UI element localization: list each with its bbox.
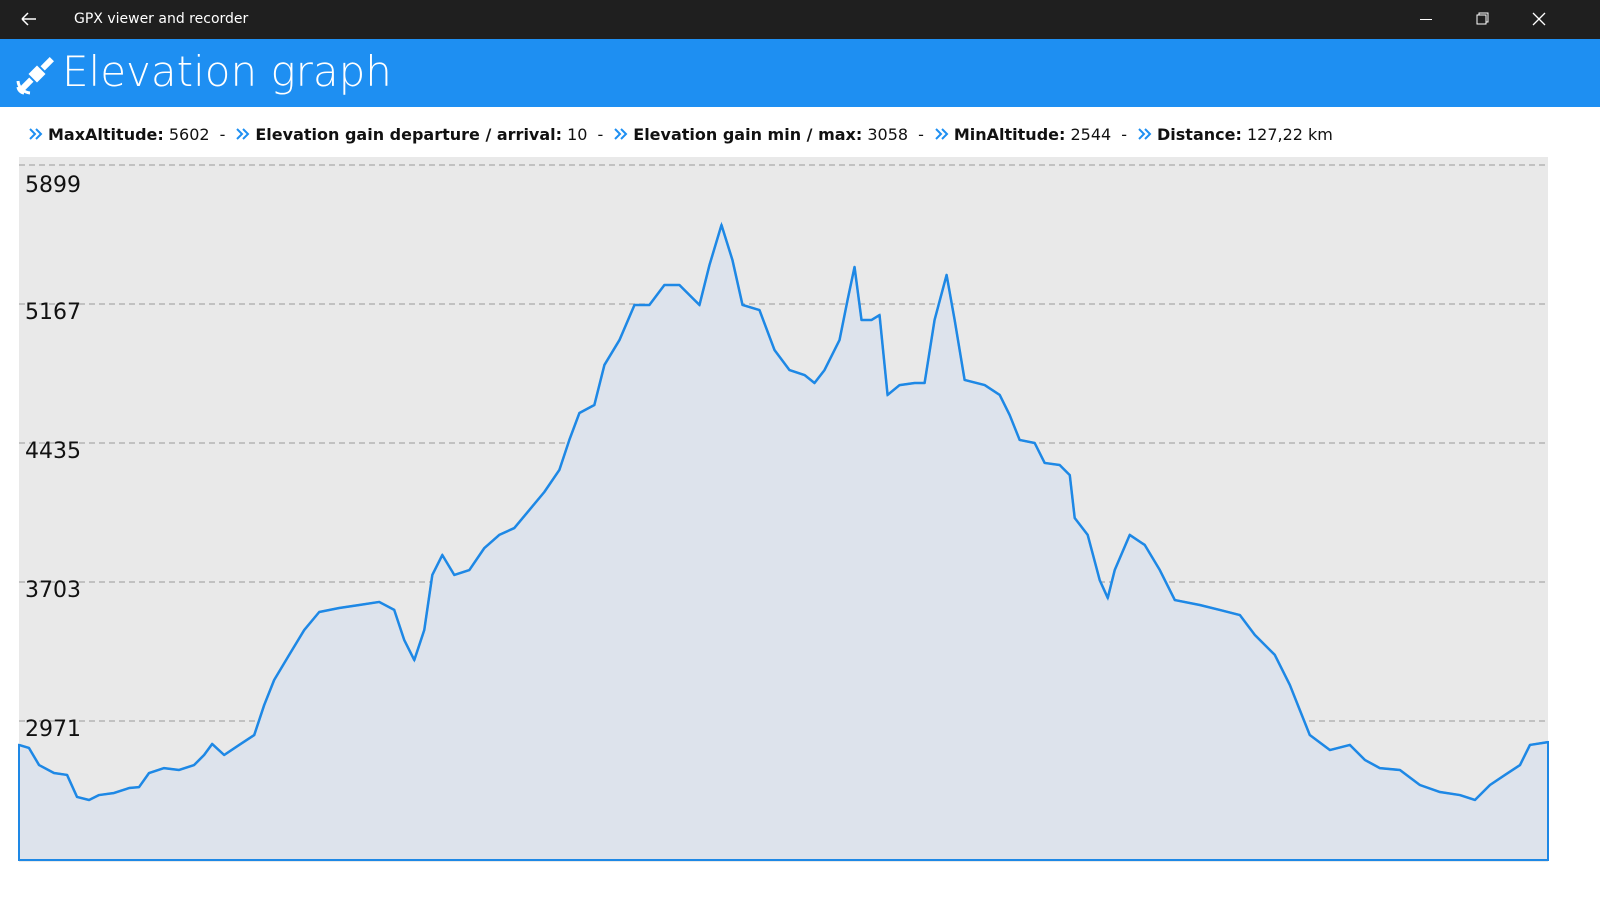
page-header: Elevation graph [0, 39, 1600, 107]
stat-label: MaxAltitude: [48, 125, 164, 144]
stat-item: Elevation gain departure / arrival: 10 [235, 125, 587, 144]
chevron [614, 128, 628, 140]
separator: - [597, 125, 604, 144]
stat-item: MinAltitude: 2544 [934, 125, 1111, 144]
window-title: GPX viewer and recorder [74, 11, 249, 27]
stat-value: 10 [567, 125, 588, 144]
chevron-icon [236, 128, 250, 140]
chevron-icon [935, 128, 949, 140]
chevron [1138, 128, 1152, 140]
restore-button[interactable] [1476, 12, 1489, 25]
y-tick-label: 3703 [25, 578, 81, 603]
elevation-line [18, 223, 1549, 802]
stat-label: Elevation gain departure / arrival: [255, 125, 563, 144]
y-tick-label: 5899 [25, 173, 81, 198]
chevron [236, 128, 250, 140]
page-title: Elevation graph [62, 47, 392, 96]
stat-value: 127,22 km [1246, 125, 1333, 144]
y-tick-label: 5167 [25, 300, 81, 325]
stat-value: 3058 [867, 125, 909, 144]
satellite-icon [16, 57, 54, 95]
chevron-icon [614, 128, 628, 140]
stat-label: Distance: [1157, 125, 1242, 144]
stat-item: Distance: 127,22 km [1137, 125, 1333, 144]
chevron-icon [29, 128, 43, 140]
back-button[interactable] [0, 0, 60, 39]
stat-label: Elevation gain min / max: [633, 125, 863, 144]
close-button[interactable] [1532, 12, 1546, 26]
separator: - [1121, 125, 1127, 144]
stat-item: Elevation gain min / max: 3058 [613, 125, 908, 144]
stat-label: MinAltitude: [953, 125, 1066, 144]
chevron [935, 128, 949, 140]
window-controls [1420, 12, 1546, 26]
separator: - [918, 125, 924, 144]
y-tick-label: 2971 [25, 717, 81, 742]
area-fill [18, 221, 1549, 861]
chevron [29, 128, 43, 140]
stat-item: MaxAltitude: 5602 [28, 125, 210, 144]
stats-bar: MaxAltitude: 5602- Elevation gain departu… [28, 125, 1333, 144]
title-bar: GPX viewer and recorder [0, 0, 1600, 39]
y-tick-label: 4435 [25, 439, 81, 464]
separator: - [219, 125, 226, 144]
stat-value: 5602 [168, 125, 210, 144]
plot-background [19, 157, 1548, 862]
stat-value: 2544 [1070, 125, 1112, 144]
y-tick-label: 2239 [25, 836, 81, 861]
chevron-icon [1138, 128, 1152, 140]
